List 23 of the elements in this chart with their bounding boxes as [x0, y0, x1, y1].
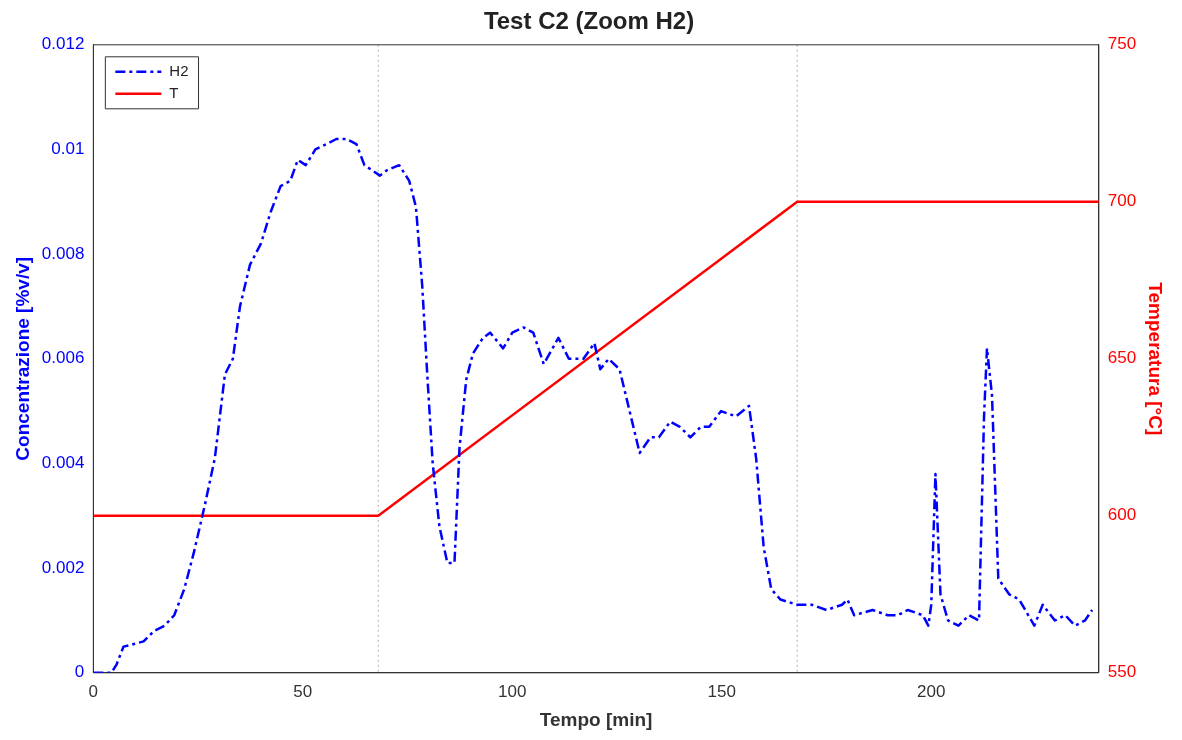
y-tick-label: 0.012: [41, 34, 85, 54]
legend-label: T: [169, 83, 179, 101]
legend-label: H2: [169, 61, 189, 79]
y-tick-label: 0.004: [41, 453, 85, 473]
y2-tick-label: 600: [1107, 505, 1137, 525]
y-tick-label: 0.002: [41, 557, 85, 577]
y2-tick-label: 550: [1107, 662, 1137, 682]
y-tick-label: 0.008: [41, 243, 85, 263]
y2-tick-label: 650: [1107, 348, 1137, 368]
y-axis-title: Concentrazione [%v/v]: [11, 256, 33, 461]
x-tick-label: 0: [88, 681, 99, 701]
y2-tick-label: 750: [1107, 34, 1137, 54]
x-tick-label: 200: [917, 681, 946, 701]
x-tick-label: 150: [707, 681, 736, 701]
y2-tick-label: 700: [1107, 191, 1137, 211]
y-tick-label: 0.006: [41, 348, 85, 368]
y2-axis-title: Temperatura [°C]: [1145, 282, 1167, 436]
x-tick-label: 100: [498, 681, 527, 701]
x-axis-title: Tempo [min]: [539, 708, 653, 730]
y-tick-label: 0: [74, 662, 85, 682]
y-tick-label: 0.01: [51, 139, 85, 159]
chart-title: Test C2 (Zoom H2): [483, 7, 695, 35]
x-tick-label: 50: [293, 681, 313, 701]
